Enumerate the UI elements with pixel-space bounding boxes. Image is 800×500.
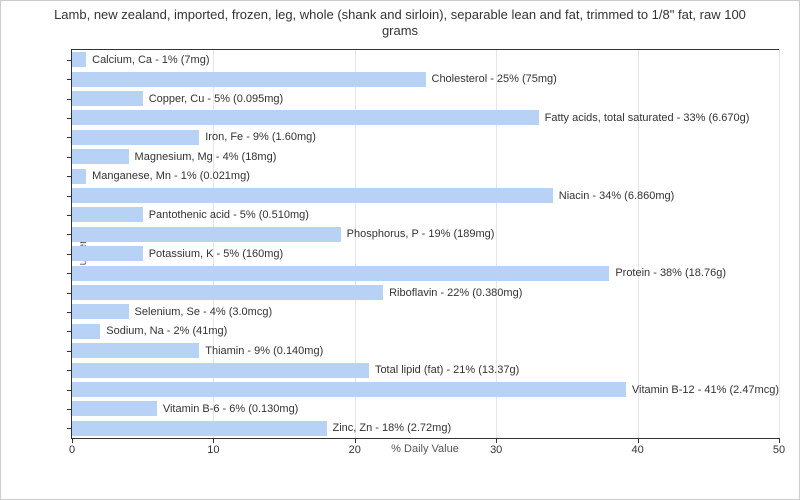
x-axis-label: % Daily Value — [391, 443, 459, 455]
bar — [72, 324, 100, 339]
bar-row: Riboflavin - 22% (0.380mg) — [72, 285, 779, 300]
bar — [72, 401, 157, 416]
bar — [72, 421, 327, 436]
bar-label: Phosphorus, P - 19% (189mg) — [347, 228, 495, 240]
x-tick-mark — [72, 438, 73, 443]
chart-container: Lamb, new zealand, imported, frozen, leg… — [0, 0, 800, 500]
grid-line — [496, 50, 497, 438]
bars-region: 01020304050Calcium, Ca - 1% (7mg)Cholest… — [71, 49, 779, 439]
bar — [72, 343, 199, 358]
bar — [72, 110, 539, 125]
bar-label: Vitamin B-6 - 6% (0.130mg) — [163, 403, 299, 415]
bar — [72, 363, 369, 378]
bar-label: Zinc, Zn - 18% (2.72mg) — [333, 422, 452, 434]
grid-line — [355, 50, 356, 438]
grid-line — [638, 50, 639, 438]
bar-row: Manganese, Mn - 1% (0.021mg) — [72, 169, 779, 184]
bar-label: Sodium, Na - 2% (41mg) — [106, 325, 227, 337]
bar — [72, 188, 553, 203]
bar-label: Total lipid (fat) - 21% (13.37g) — [375, 364, 519, 376]
bar-label: Riboflavin - 22% (0.380mg) — [389, 287, 522, 299]
bar-label: Pantothenic acid - 5% (0.510mg) — [149, 209, 309, 221]
bar-row: Calcium, Ca - 1% (7mg) — [72, 52, 779, 67]
bar-row: Magnesium, Mg - 4% (18mg) — [72, 149, 779, 164]
grid-line — [213, 50, 214, 438]
bar-row: Vitamin B-6 - 6% (0.130mg) — [72, 401, 779, 416]
bar — [72, 285, 383, 300]
bar — [72, 304, 129, 319]
bar — [72, 52, 86, 67]
bar — [72, 91, 143, 106]
bar-label: Copper, Cu - 5% (0.095mg) — [149, 93, 284, 105]
x-tick-label: 30 — [490, 444, 502, 456]
x-tick-mark — [779, 438, 780, 443]
x-tick-mark — [213, 438, 214, 443]
bar — [72, 130, 199, 145]
bar-label: Thiamin - 9% (0.140mg) — [205, 345, 323, 357]
grid-line — [779, 50, 780, 438]
bar-label: Fatty acids, total saturated - 33% (6.67… — [545, 112, 750, 124]
bar-label: Protein - 38% (18.76g) — [615, 267, 726, 279]
bar-label: Iron, Fe - 9% (1.60mg) — [205, 131, 316, 143]
bar-label: Calcium, Ca - 1% (7mg) — [92, 54, 209, 66]
bar-label: Potassium, K - 5% (160mg) — [149, 248, 284, 260]
bar — [72, 72, 426, 87]
x-tick-mark — [638, 438, 639, 443]
x-tick-label: 10 — [207, 444, 219, 456]
bar — [72, 207, 143, 222]
bar-row: Cholesterol - 25% (75mg) — [72, 72, 779, 87]
bar-row: Selenium, Se - 4% (3.0mcg) — [72, 304, 779, 319]
x-tick-label: 0 — [69, 444, 75, 456]
bar — [72, 266, 609, 281]
bar-label: Niacin - 34% (6.860mg) — [559, 190, 675, 202]
x-tick-mark — [496, 438, 497, 443]
bar-row: Niacin - 34% (6.860mg) — [72, 188, 779, 203]
bar-row: Thiamin - 9% (0.140mg) — [72, 343, 779, 358]
bar — [72, 246, 143, 261]
bar-label: Manganese, Mn - 1% (0.021mg) — [92, 170, 250, 182]
bar-row: Pantothenic acid - 5% (0.510mg) — [72, 207, 779, 222]
chart-title: Lamb, new zealand, imported, frozen, leg… — [1, 1, 799, 40]
bar — [72, 149, 129, 164]
bar-row: Fatty acids, total saturated - 33% (6.67… — [72, 110, 779, 125]
plot-area: Nutrient 01020304050Calcium, Ca - 1% (7m… — [71, 49, 779, 459]
bar-row: Vitamin B-12 - 41% (2.47mcg) — [72, 382, 779, 397]
x-tick-label: 20 — [349, 444, 361, 456]
bar-row: Potassium, K - 5% (160mg) — [72, 246, 779, 261]
x-tick-mark — [355, 438, 356, 443]
bar-row: Iron, Fe - 9% (1.60mg) — [72, 130, 779, 145]
bar — [72, 382, 626, 397]
x-tick-label: 50 — [773, 444, 785, 456]
bar-row: Copper, Cu - 5% (0.095mg) — [72, 91, 779, 106]
bar-row: Zinc, Zn - 18% (2.72mg) — [72, 421, 779, 436]
bar-label: Cholesterol - 25% (75mg) — [432, 73, 557, 85]
bar-label: Vitamin B-12 - 41% (2.47mcg) — [632, 384, 779, 396]
bar-row: Phosphorus, P - 19% (189mg) — [72, 227, 779, 242]
x-tick-label: 40 — [631, 444, 643, 456]
bar-label: Magnesium, Mg - 4% (18mg) — [135, 151, 277, 163]
bar — [72, 227, 341, 242]
bar-label: Selenium, Se - 4% (3.0mcg) — [135, 306, 273, 318]
bar-row: Total lipid (fat) - 21% (13.37g) — [72, 363, 779, 378]
bar — [72, 169, 86, 184]
bar-row: Sodium, Na - 2% (41mg) — [72, 324, 779, 339]
bar-row: Protein - 38% (18.76g) — [72, 266, 779, 281]
